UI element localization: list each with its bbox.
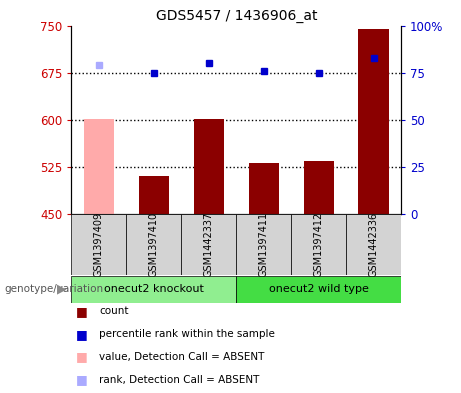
Bar bbox=[181, 214, 236, 275]
Text: GSM1442337: GSM1442337 bbox=[204, 212, 214, 277]
Text: count: count bbox=[99, 306, 129, 316]
Bar bbox=[84, 119, 114, 214]
Text: GSM1442336: GSM1442336 bbox=[369, 212, 378, 277]
Bar bbox=[303, 162, 334, 214]
Text: GSM1397411: GSM1397411 bbox=[259, 212, 269, 277]
Bar bbox=[236, 275, 401, 303]
Text: GSM1397409: GSM1397409 bbox=[94, 212, 104, 277]
Text: rank, Detection Call = ABSENT: rank, Detection Call = ABSENT bbox=[99, 375, 260, 385]
Text: value, Detection Call = ABSENT: value, Detection Call = ABSENT bbox=[99, 352, 265, 362]
Bar bbox=[359, 29, 389, 214]
Text: ▶: ▶ bbox=[57, 283, 67, 296]
Text: GSM1397410: GSM1397410 bbox=[149, 212, 159, 277]
Text: ■: ■ bbox=[76, 327, 88, 341]
Bar bbox=[194, 119, 224, 214]
Bar bbox=[248, 163, 279, 214]
Text: onecut2 wild type: onecut2 wild type bbox=[269, 284, 369, 294]
Text: GSM1397412: GSM1397412 bbox=[313, 212, 324, 277]
Title: GDS5457 / 1436906_at: GDS5457 / 1436906_at bbox=[155, 9, 317, 23]
Bar bbox=[139, 176, 169, 214]
Bar bbox=[126, 214, 181, 275]
Bar bbox=[71, 214, 126, 275]
Text: onecut2 knockout: onecut2 knockout bbox=[104, 284, 204, 294]
Bar bbox=[346, 214, 401, 275]
Bar bbox=[236, 214, 291, 275]
Text: ■: ■ bbox=[76, 305, 88, 318]
Text: ■: ■ bbox=[76, 373, 88, 386]
Bar bbox=[71, 275, 236, 303]
Bar bbox=[291, 214, 346, 275]
Text: genotype/variation: genotype/variation bbox=[5, 284, 104, 294]
Text: percentile rank within the sample: percentile rank within the sample bbox=[99, 329, 275, 339]
Text: ■: ■ bbox=[76, 350, 88, 364]
